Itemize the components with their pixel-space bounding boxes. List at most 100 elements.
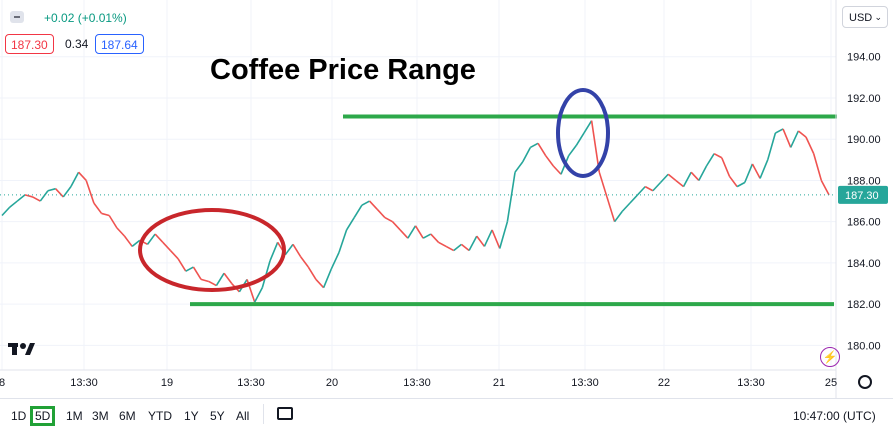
price-segment [514, 161, 524, 173]
range-1m[interactable]: 1M [66, 409, 83, 423]
price-segment [506, 172, 516, 222]
range-6m[interactable]: 6M [119, 409, 136, 423]
range-5d[interactable]: 5D [30, 406, 56, 426]
tradingview-logo [8, 340, 40, 356]
price-segment [537, 142, 547, 157]
price-segment [24, 194, 33, 198]
minus-icon [14, 16, 20, 18]
price-segment [812, 153, 823, 181]
price-segment [200, 278, 209, 283]
price-segment [1, 206, 11, 217]
price-segment [590, 120, 601, 173]
price-segment [93, 202, 103, 214]
price-segment [529, 142, 539, 149]
price-segment [636, 186, 646, 196]
price-segment [307, 266, 317, 280]
x-tick-label: 20 [326, 377, 338, 389]
price-segment [223, 272, 233, 285]
price-segment [460, 243, 470, 252]
price-segment [361, 200, 370, 206]
range-1d[interactable]: 1D [11, 409, 27, 423]
price-segment [116, 227, 126, 237]
range-5y[interactable]: 5Y [210, 409, 225, 423]
y-tick-label: 192.00 [847, 93, 881, 105]
price-segment [606, 196, 616, 222]
x-tick-label: 25 [825, 377, 837, 389]
price-series [1, 120, 830, 303]
price-segment [330, 252, 340, 270]
price-segment [568, 144, 577, 157]
y-tick-label: 184.00 [847, 258, 881, 270]
price-segment [85, 180, 95, 204]
range-all[interactable]: All [236, 409, 250, 423]
price-segment [713, 152, 723, 159]
price-segment [521, 147, 532, 163]
calendar-range-icon[interactable] [277, 407, 293, 420]
price-segment [775, 128, 784, 134]
price-segment [797, 130, 807, 138]
price-segment [414, 225, 424, 239]
x-axis: 8 13:30 19 13:30 20 13:30 21 13:30 22 13:30 25 [0, 369, 837, 389]
range-1y[interactable]: 1Y [184, 409, 199, 423]
x-tick-label: 21 [493, 377, 505, 389]
price-segment [77, 171, 87, 181]
chevron-down-icon: ⌄ [874, 12, 882, 22]
price-segment [552, 165, 562, 175]
price-segment [62, 186, 72, 198]
price-segment [368, 200, 378, 210]
range-3m[interactable]: 3M [92, 409, 109, 423]
price-segment [208, 280, 217, 287]
clock-readout[interactable]: 10:47:00 (UTC) [793, 409, 876, 423]
price-segment [384, 216, 393, 223]
range-ytd[interactable]: YTD [148, 409, 172, 423]
price-segment [215, 272, 225, 287]
price-segment [407, 225, 417, 239]
price-segment [805, 136, 815, 154]
price-segment [736, 181, 746, 188]
price-segment [39, 190, 49, 202]
collapse-button[interactable] [10, 11, 24, 23]
price-segment [399, 229, 409, 239]
price-segment [613, 210, 623, 223]
chart-grid [0, 0, 836, 370]
price-segment [146, 233, 156, 245]
price-segment [728, 175, 738, 188]
price-segment [789, 130, 800, 148]
price-segment [498, 221, 509, 249]
last-price-badge [838, 185, 888, 204]
price-segment [820, 180, 830, 196]
x-tick-label: 13:30 [571, 377, 599, 389]
price-segment [253, 287, 264, 303]
lightning-icon[interactable]: ⚡ [820, 347, 840, 367]
price-segment [338, 229, 348, 253]
price-segment [315, 278, 325, 289]
price-segment [185, 266, 194, 272]
bid-price[interactable]: 187.30 [5, 34, 54, 54]
price-segment [453, 243, 462, 252]
price-segment [698, 165, 708, 181]
price-segment [353, 204, 363, 218]
price-segment [322, 268, 333, 288]
ask-price[interactable]: 187.64 [95, 34, 144, 54]
x-tick-label: 8 [0, 377, 5, 389]
price-segment [782, 128, 792, 148]
high-range-circle [556, 88, 610, 178]
x-tick-label: 13:30 [737, 377, 765, 389]
settings-gear-icon[interactable] [858, 375, 872, 389]
y-tick-label: 188.00 [847, 175, 881, 187]
price-segment [9, 200, 18, 208]
y-tick-label: 180.00 [847, 340, 881, 352]
price-segment [284, 243, 294, 256]
price-segment [422, 233, 432, 239]
price-segment [491, 229, 501, 249]
price-segment [675, 179, 685, 188]
price-segment [621, 202, 631, 212]
price-segment [391, 221, 401, 231]
currency-menu[interactable]: USD ⌄ [842, 6, 888, 28]
bottom-toolbar [0, 398, 893, 430]
price-segment [269, 241, 279, 262]
price-segment [292, 243, 302, 258]
price-segment [192, 266, 202, 280]
price-segment [445, 245, 455, 252]
